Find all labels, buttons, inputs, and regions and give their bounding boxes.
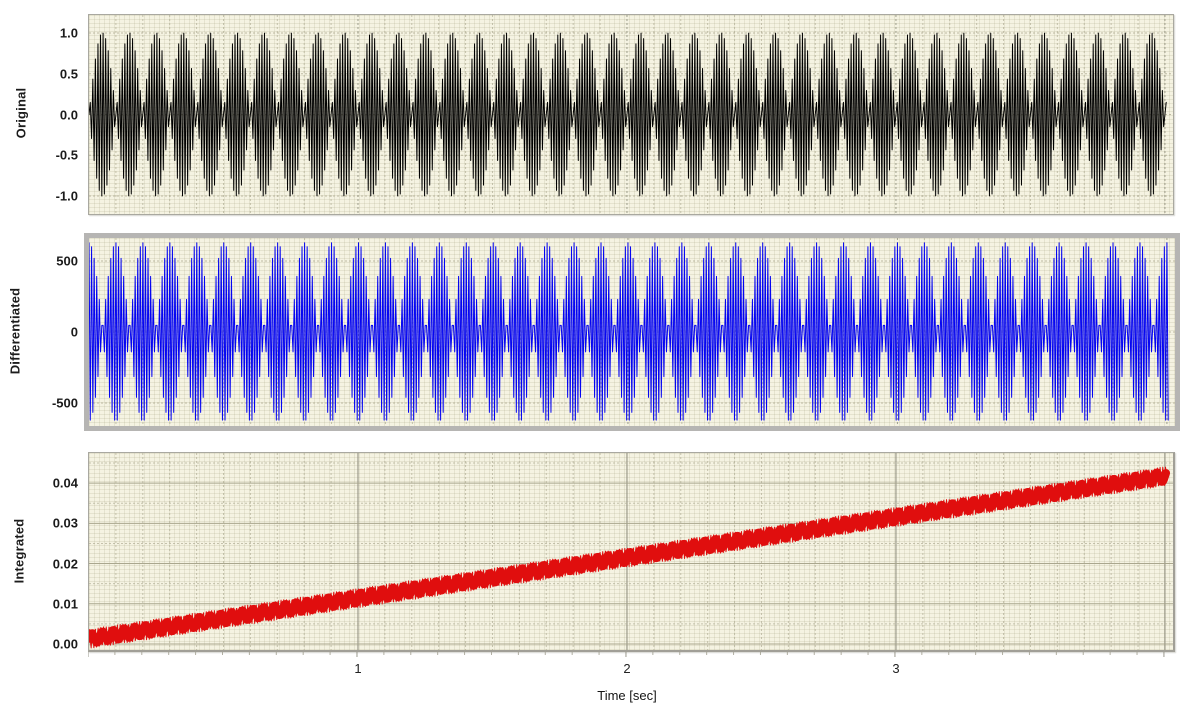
y-tick-label: 0 — [70, 324, 78, 340]
y-tick-label: 0.03 — [52, 515, 78, 531]
x-tick-label: 3 — [892, 661, 900, 676]
x-axis-title: Time [sec] — [597, 688, 657, 703]
y-tick-label: -0.5 — [55, 147, 78, 163]
y-tick-label: 0.04 — [52, 475, 78, 491]
x-axis-tick-marks — [88, 652, 1165, 657]
chart-canvas-2 — [89, 453, 1173, 650]
plot-area-differentiated[interactable] — [84, 233, 1180, 431]
differentiated-waveform — [89, 242, 1169, 421]
y-tick-label: -1.0 — [55, 188, 78, 204]
y-tick-label: -500 — [51, 395, 78, 411]
y-tick-label: 0.5 — [59, 66, 78, 82]
plot-area-integrated[interactable] — [88, 452, 1175, 652]
y-tick-label: 0.01 — [52, 596, 78, 612]
plot-area-original[interactable] — [88, 14, 1174, 215]
chart-canvas-1 — [89, 238, 1175, 426]
x-tick-label: 2 — [623, 661, 631, 676]
chart-canvas-0 — [89, 15, 1173, 214]
y-tick-label: 0.0 — [59, 107, 78, 122]
y-tick-label: 1.0 — [59, 25, 78, 41]
original-waveform — [89, 32, 1167, 197]
x-tick-label: 1 — [354, 661, 362, 676]
y-tick-label: 0.00 — [52, 636, 78, 652]
y-tick-label: 0.02 — [52, 556, 78, 572]
y-tick-label: 500 — [56, 253, 78, 269]
integrated-trend — [89, 468, 1171, 647]
